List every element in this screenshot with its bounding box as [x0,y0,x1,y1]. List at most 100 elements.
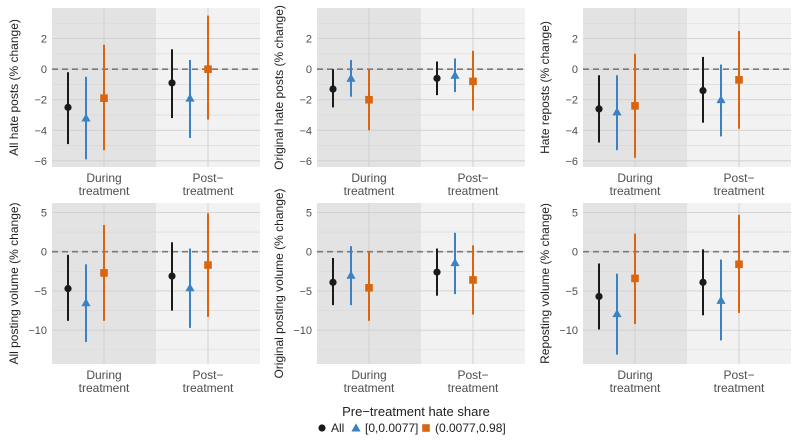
point-triangle [185,283,195,292]
y-axis-label: Reposting volume (% change) [538,203,552,364]
legend-label: All [331,421,344,435]
y-tick-label: 5 [572,207,578,219]
legend-key-square [422,424,430,432]
y-tick-label: −2 [299,95,312,107]
x-tick-label: Post− [457,368,488,382]
point-square [735,76,743,84]
x-tick-label: Post− [723,171,754,185]
point-square [100,94,108,103]
point-square [735,260,743,269]
point-circle [699,86,707,95]
point-circle [595,105,603,113]
point-circle [595,292,603,301]
point-square [365,284,373,292]
x-tick-label: treatment [610,381,661,395]
x-tick-label: treatment [344,184,395,198]
x-tick-label: treatment [714,184,765,198]
point-square [631,102,639,110]
y-tick-label: −2 [565,95,578,107]
x-tick-label: treatment [79,381,130,395]
y-tick-label: 0 [41,247,47,259]
point-circle [699,278,707,286]
panel-2: 2 0 −2 −4 −6 Original hate posts (% change) Du… [272,5,525,198]
y-tick-label: 0 [41,64,47,76]
y-tick-label: −6 [565,156,578,168]
point-circle [329,278,337,286]
point-triangle [716,295,726,304]
point-circle [168,272,176,280]
point-square [631,274,639,283]
y-tick-label: −4 [565,125,578,137]
y-axis-label: All hate posts (% change) [7,19,21,156]
legend-title: Pre−treatment hate share [342,404,490,419]
point-square [204,261,212,269]
y-axis-label: Original posting volume (% change) [272,188,286,378]
x-tick-label: treatment [344,381,395,395]
legend-items: All [0,0.0077] (0.0077,0.98] [318,421,506,435]
x-tick-label: treatment [610,184,661,198]
y-tick-label: −4 [299,125,312,137]
y-tick-label: −6 [34,156,47,168]
y-tick-label: −2 [34,95,47,107]
x-tick-label: treatment [448,184,499,198]
x-tick-label: During [351,368,386,382]
legend-label: (0.0077,0.98] [435,421,506,435]
x-tick-label: treatment [79,184,130,198]
y-tick-label: −5 [299,286,312,298]
x-tick-label: Post− [457,171,488,185]
point-triangle [346,73,356,82]
y-axis-label: Original hate posts (% change) [272,5,286,170]
x-tick-label: treatment [714,381,765,395]
y-tick-label: 5 [306,207,312,219]
x-tick-label: Post− [192,368,223,382]
point-square [469,77,477,86]
legend-key-circle [318,424,326,432]
point-triangle [185,93,195,102]
x-tick-label: Post− [723,368,754,382]
point-circle [64,103,72,111]
x-tick-label: During [617,368,652,382]
point-triangle [612,309,622,318]
x-tick-label: treatment [183,381,234,395]
y-tick-label: −10 [293,325,312,337]
point-square [469,276,477,284]
y-tick-label: −10 [559,325,578,337]
point-triangle [612,107,622,116]
y-tick-label: −5 [34,286,47,298]
x-tick-label: Post− [192,171,223,185]
point-square [100,269,108,277]
y-tick-label: 5 [41,207,47,219]
y-tick-label: −5 [565,286,578,298]
x-tick-label: During [617,171,652,185]
y-tick-label: 0 [306,64,312,76]
legend: Pre−treatment hate share All [0,0.0077] (0… [318,404,506,435]
point-circle [168,79,176,87]
y-tick-label: 2 [572,34,578,46]
panel-6: 5 0 −5 −10 Reposting volume (% change) During… [538,203,791,395]
point-circle [329,85,337,93]
panel-5: 5 0 −5 −10 Original posting volume (% change… [272,188,525,395]
point-triangle [716,95,726,104]
point-circle [433,74,441,82]
y-tick-label: −6 [299,156,312,168]
point-circle [433,268,441,276]
point-triangle [346,270,356,279]
x-tick-label: During [351,171,386,185]
y-tick-label: −4 [34,125,47,137]
point-circle [64,285,72,293]
y-tick-label: 0 [572,64,578,76]
point-triangle [450,258,460,267]
y-tick-label: −10 [28,325,47,337]
x-tick-label: treatment [448,381,499,395]
point-triangle [450,70,460,79]
y-tick-label: 2 [41,34,47,46]
y-axis-label: Hate reposts (% change) [538,21,552,154]
point-square [204,65,212,73]
legend-label: [0,0.0077] [365,421,418,435]
point-triangle [81,298,91,307]
legend-key-triangle [351,423,361,432]
